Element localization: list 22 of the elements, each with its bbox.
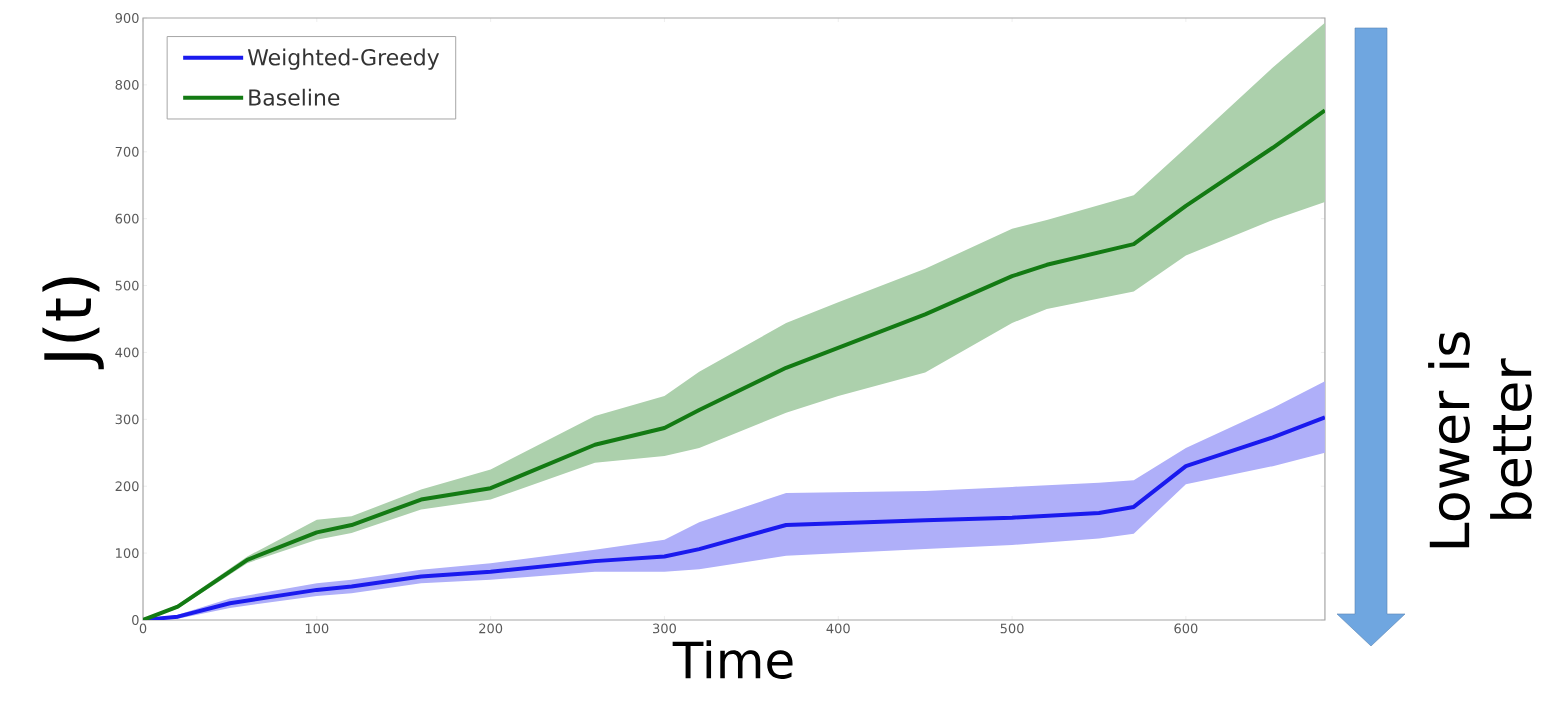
x-axis-title: Time — [672, 640, 793, 679]
y-tick-label: 900 — [115, 13, 139, 23]
y-tick-label: 600 — [115, 213, 139, 224]
y-tick-label: 800 — [115, 79, 139, 90]
x-tick-label: 300 — [653, 623, 676, 634]
y-tick-label: 300 — [115, 414, 139, 425]
y-tick-label: 200 — [115, 481, 139, 492]
x-tick-label: 0 — [139, 623, 147, 634]
x-tick-label: 200 — [479, 623, 503, 634]
legend-label: Baseline — [249, 88, 340, 106]
y-tick-label: 700 — [115, 146, 139, 157]
y-tick-label: 0 — [132, 615, 139, 625]
y-axis-title: J(t) — [42, 277, 104, 370]
x-tick-label: 400 — [826, 623, 850, 634]
x-tick-label: 500 — [1000, 623, 1024, 634]
y-tick-label: 100 — [116, 548, 139, 559]
text: Lower is better — [1428, 332, 1532, 548]
y-tick-label: 400 — [115, 347, 139, 358]
legend-label: Weighted-Greedy — [247, 48, 440, 70]
x-tick-label: 100 — [305, 623, 329, 634]
x-tick-label: 600 — [1174, 623, 1198, 634]
y-tick-label: 500 — [115, 280, 139, 291]
